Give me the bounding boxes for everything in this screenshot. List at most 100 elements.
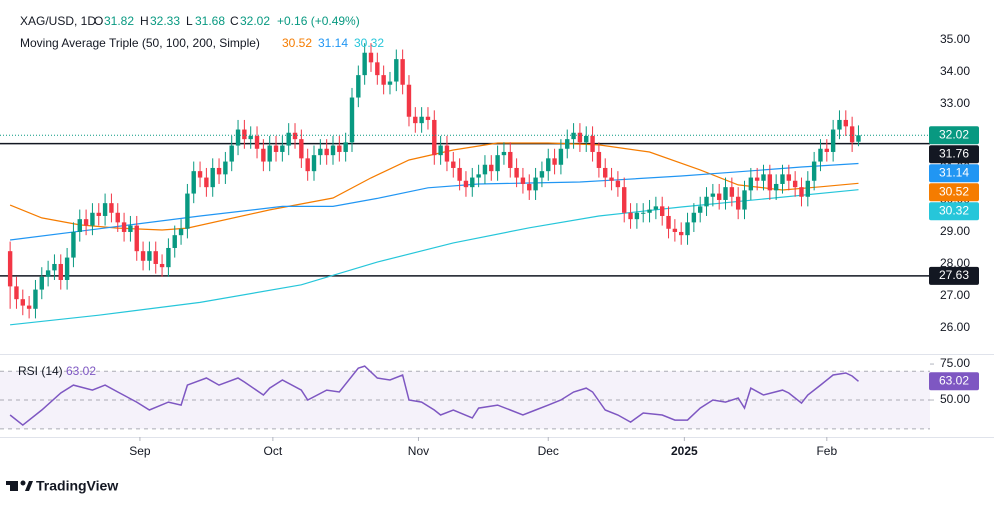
- candle-body: [242, 129, 247, 140]
- candle-body: [660, 206, 665, 216]
- candle-body: [666, 215, 671, 229]
- candle-body: [552, 158, 557, 165]
- value-badge-label: 31.14: [939, 165, 969, 179]
- candle-body: [710, 193, 716, 197]
- candle-body: [254, 135, 260, 149]
- candle-body: [697, 206, 703, 213]
- candle-body: [337, 145, 342, 152]
- candle-body: [400, 59, 405, 85]
- y-tick-label: 75.00: [940, 356, 970, 370]
- ohlc-label: O: [94, 14, 103, 28]
- value-badge: [929, 145, 979, 164]
- candle-body: [324, 148, 329, 156]
- candle-body: [33, 289, 38, 309]
- candle-body: [533, 177, 538, 191]
- candle-body: [603, 167, 608, 178]
- y-tick-label: 28.00: [940, 256, 970, 270]
- ohlc-value: 31.68: [195, 14, 225, 28]
- candle-body: [622, 187, 627, 213]
- candle-body: [147, 251, 152, 261]
- symbol: XAG/USD, 1D: [20, 14, 96, 28]
- candle-body: [704, 196, 709, 207]
- candle-body: [843, 119, 848, 127]
- candle-body: [501, 151, 507, 156]
- candle-body: [197, 171, 203, 178]
- ohlc-label: C: [230, 14, 239, 28]
- candle-body: [7, 251, 13, 287]
- candle-body: [653, 206, 659, 210]
- candle-body: [716, 193, 722, 200]
- candle-body: [172, 235, 177, 248]
- candle-body: [191, 171, 196, 194]
- ohlc-label: L: [186, 14, 193, 28]
- candle-body: [64, 257, 70, 280]
- value-badge-label: 30.52: [939, 184, 969, 198]
- candle-body: [425, 116, 431, 120]
- candle-body: [216, 167, 222, 175]
- candle-body: [780, 174, 785, 184]
- candle-body: [280, 145, 285, 152]
- candle-body: [432, 119, 437, 156]
- ma-legend-value: 30.32: [354, 36, 384, 50]
- candle-body: [248, 135, 253, 140]
- candle-body: [153, 251, 158, 264]
- y-tick-label: 29.00: [940, 224, 970, 238]
- candle-body: [609, 177, 614, 181]
- candle-body: [735, 196, 741, 210]
- candle-body: [406, 84, 412, 117]
- candle-body: [571, 132, 576, 140]
- change: +0.16 (+0.49%): [277, 14, 360, 28]
- candle-body: [463, 180, 469, 188]
- candle-body: [185, 193, 190, 229]
- candle-body: [318, 148, 323, 156]
- candle-body: [476, 174, 481, 178]
- candle-body: [786, 174, 792, 181]
- candle-body: [375, 62, 380, 76]
- candle-body: [134, 225, 139, 252]
- candle-body: [52, 263, 57, 271]
- candle-body: [229, 145, 234, 162]
- candle-body: [438, 145, 443, 156]
- candle-body: [546, 158, 551, 172]
- value-badge: [929, 266, 979, 285]
- candle-body: [470, 177, 475, 188]
- candle-body: [102, 203, 108, 216]
- candle-body: [577, 132, 583, 143]
- candle-body: [115, 212, 120, 223]
- candle-body: [45, 270, 51, 277]
- candle-body: [596, 151, 602, 168]
- candle-body: [792, 180, 798, 188]
- candle-body: [96, 212, 101, 216]
- candle-body: [26, 305, 32, 309]
- candle-body: [514, 167, 519, 178]
- brand-logo: [6, 480, 33, 491]
- candle-body: [362, 52, 367, 76]
- candle-body: [77, 219, 82, 232]
- candle-body: [799, 187, 804, 197]
- candle-body: [837, 119, 842, 130]
- candle-body: [356, 75, 361, 98]
- ohlc-value: 31.82: [104, 14, 134, 28]
- candle-body: [742, 190, 747, 210]
- x-tick-label: Oct: [264, 444, 283, 458]
- ma-legend-value: 30.52: [282, 36, 312, 50]
- value-badge: [929, 164, 979, 183]
- value-badge-label: 32.02: [939, 127, 969, 141]
- candle-body: [121, 222, 127, 232]
- candle-body: [71, 231, 76, 258]
- candle-body: [83, 219, 89, 226]
- x-tick-label: 2025: [671, 444, 698, 458]
- candle-body: [489, 164, 494, 172]
- value-badge-label: 31.76: [939, 146, 969, 160]
- candle-body: [495, 155, 500, 172]
- value-badge: [929, 202, 979, 221]
- candle-body: [773, 183, 779, 191]
- y-tick-label: 33.00: [940, 96, 970, 110]
- candle-body: [818, 148, 823, 162]
- indicator-label: Moving Average Triple (50, 100, 200, Sim…: [20, 36, 260, 50]
- x-tick-label: Nov: [408, 444, 429, 458]
- candle-body: [691, 212, 697, 223]
- candle-body: [565, 139, 570, 149]
- candle-body: [349, 97, 355, 143]
